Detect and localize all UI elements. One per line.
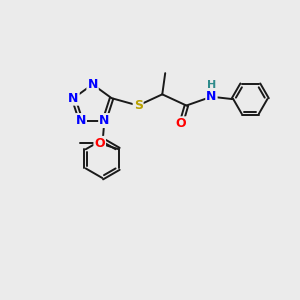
Text: N: N xyxy=(68,92,79,105)
Text: N: N xyxy=(206,90,217,103)
Text: H: H xyxy=(207,80,217,90)
Text: N: N xyxy=(99,114,110,127)
Text: O: O xyxy=(94,137,105,150)
Text: N: N xyxy=(76,114,86,127)
Text: S: S xyxy=(134,99,142,112)
Text: N: N xyxy=(87,78,98,91)
Text: O: O xyxy=(176,117,186,130)
